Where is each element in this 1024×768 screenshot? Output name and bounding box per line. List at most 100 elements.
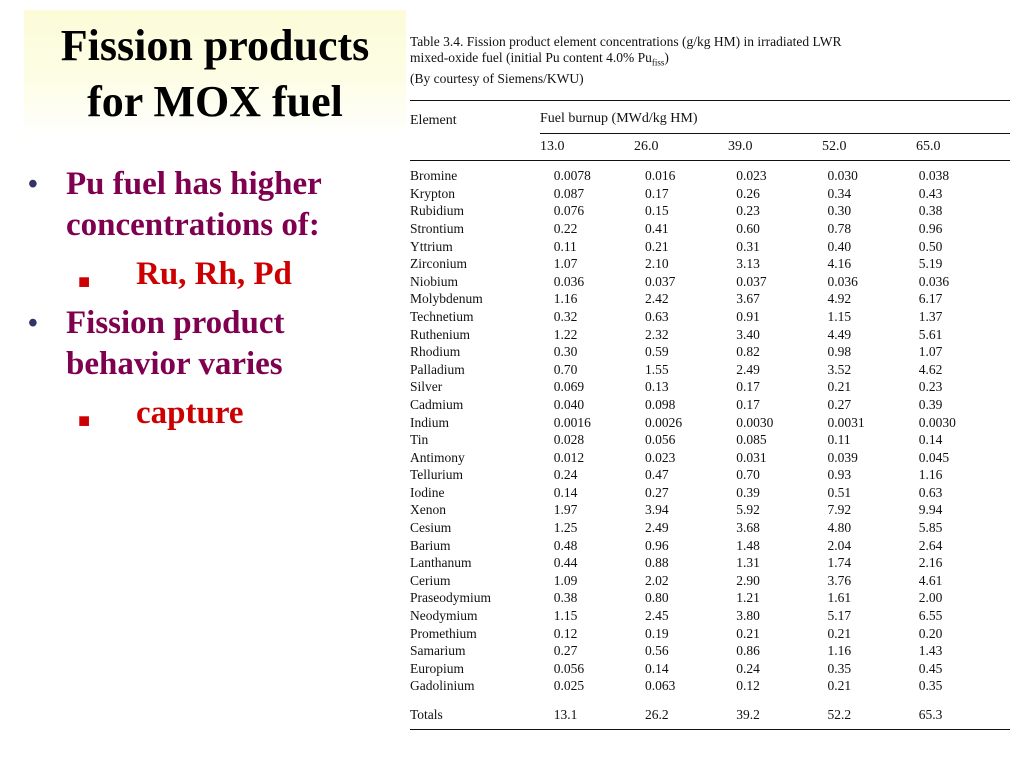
table-cell: 0.82 [736, 344, 760, 360]
table-bottom-rule [410, 729, 1010, 730]
table-row: Bromine 0.0078 0.016 0.023 0.030 0.038 [410, 167, 1010, 185]
element-name: Neodymium [410, 608, 478, 624]
table-row: Promethium 0.12 0.19 0.21 0.21 0.20 [410, 625, 1010, 643]
element-name: Krypton [410, 185, 455, 201]
square-bullet-icon: ■ [78, 410, 91, 432]
table-cell: 0.040 [553, 396, 585, 412]
table-cell: 0.076 [553, 203, 585, 219]
table-cell: 2.49 [736, 361, 760, 377]
table-cell: 0.17 [736, 396, 760, 412]
table-cell: 0.56 [644, 643, 669, 659]
table-cell: 0.63 [644, 308, 669, 324]
table-cell: 2.64 [918, 537, 943, 553]
table-cell: 0.038 [918, 168, 950, 184]
bullet-dot-icon: • [28, 308, 38, 339]
table-cell: 0.31 [736, 238, 760, 254]
table-cell: 3.80 [736, 608, 760, 624]
table-cell: 0.39 [918, 396, 943, 412]
table-cell: 1.16 [918, 467, 943, 483]
table-cell: 0.037 [736, 273, 767, 289]
burnup-header: Fuel burnup (MWd/kg HM) [540, 111, 698, 127]
table-cell: 0.023 [644, 449, 676, 465]
slide-title-line-1: Fission products [60, 21, 370, 70]
table-cell: 0.23 [918, 379, 943, 395]
totals-row: Totals 13.1 26.2 39.2 52.2 65.3 [410, 707, 1010, 723]
table-cell: 0.21 [827, 379, 852, 395]
burnup-rule [540, 133, 1010, 135]
caption-line-2-main: mixed-oxide fuel (initial Pu content 4.0… [410, 49, 652, 65]
table-cell: 0.14 [644, 660, 669, 676]
table-row: Niobium 0.036 0.037 0.037 0.036 0.036 [410, 273, 1010, 291]
element-name: Rhodium [410, 344, 461, 360]
table-row: Palladium 0.70 1.55 2.49 3.52 4.62 [410, 361, 1010, 379]
table-cell: 0.036 [553, 273, 585, 289]
table-cell: 0.70 [553, 361, 578, 377]
table-cell: 0.15 [644, 203, 669, 219]
table-body: Bromine 0.0078 0.016 0.023 0.030 0.038 Krypton… [410, 167, 1010, 695]
table-cell: 1.74 [827, 555, 852, 571]
element-name: Strontium [410, 220, 465, 236]
table-row: Cadmium 0.040 0.098 0.17 0.27 0.39 [410, 396, 1010, 414]
totals-cell: 13.1 [553, 707, 578, 722]
element-name: Silver [410, 379, 443, 395]
bullet-dot-icon: • [28, 169, 38, 200]
table-cell: 0.016 [644, 168, 676, 184]
table-cell: 6.17 [918, 291, 943, 307]
table-row: Tin 0.028 0.056 0.085 0.11 0.14 [410, 431, 1010, 449]
caption-line-2: mixed-oxide fuel (initial Pu content 4.0… [410, 50, 1010, 71]
table-cell: 0.27 [553, 643, 578, 659]
table-cell: 0.47 [644, 467, 669, 483]
table-cell: 1.25 [553, 520, 578, 536]
bullet-item: • Pu fuel has higher concentrations of: [26, 164, 386, 246]
table-row: Neodymium 1.15 2.45 3.80 5.17 6.55 [410, 607, 1010, 625]
table-cell: 0.43 [918, 185, 943, 201]
table-cell: 3.76 [827, 572, 852, 588]
table-cell: 0.80 [644, 590, 669, 606]
table-row: Strontium 0.22 0.41 0.60 0.78 0.96 [410, 220, 1010, 238]
square-bullet-icon: ■ [78, 271, 91, 293]
table-cell: 0.030 [827, 168, 858, 184]
table-cell: 0.60 [736, 220, 760, 236]
table-cell: 4.62 [918, 361, 943, 377]
sub-bullet-text: Ru, Rh, Pd [136, 256, 292, 292]
table-cell: 0.51 [827, 484, 852, 500]
table-cell: 1.43 [918, 643, 943, 659]
element-name: Lanthanum [410, 555, 472, 571]
table-cell: 3.67 [736, 291, 760, 307]
table-cell: 0.23 [736, 203, 760, 219]
table-cell: 0.93 [827, 467, 852, 483]
table-cell: 0.21 [644, 238, 669, 254]
table-cell: 0.96 [918, 220, 943, 236]
table-row: Yttrium 0.11 0.21 0.31 0.40 0.50 [410, 238, 1010, 256]
table-row: Silver 0.069 0.13 0.17 0.21 0.23 [410, 378, 1010, 396]
table-cell: 0.012 [553, 449, 585, 465]
bullet-text: Fission product behavior varies [66, 305, 285, 382]
table-cell: 1.48 [736, 537, 760, 553]
table-row: Lanthanum 0.44 0.88 1.31 1.74 2.16 [410, 554, 1010, 572]
table-cell: 1.09 [553, 572, 578, 588]
table-cell: 0.087 [553, 185, 585, 201]
table-row: Xenon 1.97 3.94 5.92 7.92 9.94 [410, 501, 1010, 519]
table-row: Krypton 0.087 0.17 0.26 0.34 0.43 [410, 185, 1010, 203]
burnup-column-group: Fuel burnup (MWd/kg HM) 13.0 26.0 39.0 52.0… [540, 101, 1010, 160]
table-cell: 2.02 [644, 572, 669, 588]
table-cell: 1.16 [553, 291, 578, 307]
element-name: Rubidium [410, 203, 465, 219]
table-cell: 5.85 [918, 520, 943, 536]
table-cell: 6.55 [918, 608, 943, 624]
table-cell: 2.90 [736, 572, 760, 588]
table-cell: 1.37 [918, 308, 943, 324]
table-cell: 1.21 [736, 590, 760, 606]
table-cell: 0.098 [644, 396, 676, 412]
table-cell: 0.14 [918, 432, 943, 448]
table-cell: 0.21 [827, 625, 852, 641]
table-cell: 0.44 [553, 555, 578, 571]
caption-line-1: Table 3.4. Fission product element conce… [410, 34, 842, 49]
table-cell: 0.11 [553, 238, 577, 254]
table-row: Cerium 1.09 2.02 2.90 3.76 4.61 [410, 572, 1010, 590]
table-cell: 0.039 [827, 449, 858, 465]
element-name: Cesium [410, 520, 452, 536]
table-cell: 5.19 [918, 256, 943, 272]
burnup-values-row: 13.0 26.0 39.0 52.0 65.0 [540, 134, 1010, 160]
table-cell: 2.42 [644, 291, 669, 307]
